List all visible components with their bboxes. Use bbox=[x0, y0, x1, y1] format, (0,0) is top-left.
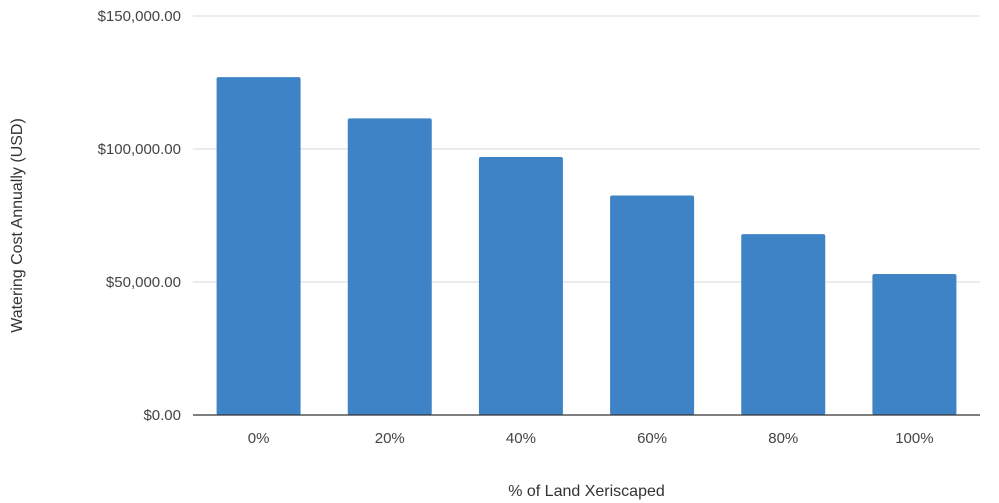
y-tick-label: $150,000.00 bbox=[98, 8, 181, 25]
x-axis-title: % of Land Xeriscaped bbox=[508, 483, 665, 500]
y-tick-label: $100,000.00 bbox=[98, 141, 181, 158]
bar-100pct bbox=[872, 274, 957, 415]
bar-20pct bbox=[347, 118, 432, 415]
y-tick-label: $0.00 bbox=[143, 407, 181, 424]
bar-60pct bbox=[610, 195, 695, 415]
x-axis-ticks: 0% 20% 40% 60% 80% 100% bbox=[248, 430, 934, 447]
x-tick-label: 100% bbox=[895, 430, 933, 447]
y-tick-label: $50,000.00 bbox=[106, 274, 181, 291]
bars bbox=[216, 77, 957, 416]
y-axis-title: Watering Cost Annually (USD) bbox=[9, 118, 26, 333]
gridlines bbox=[193, 15, 980, 283]
x-tick-label: 40% bbox=[506, 430, 536, 447]
y-axis-ticks: $0.00 $50,000.00 $100,000.00 $150,000.00 bbox=[98, 8, 181, 424]
bar-80pct bbox=[741, 234, 826, 415]
x-tick-label: 0% bbox=[248, 430, 270, 447]
x-tick-label: 60% bbox=[637, 430, 667, 447]
x-tick-label: 80% bbox=[768, 430, 798, 447]
bar-0pct bbox=[216, 77, 301, 416]
x-tick-label: 20% bbox=[375, 430, 405, 447]
bar-40pct bbox=[478, 156, 563, 416]
